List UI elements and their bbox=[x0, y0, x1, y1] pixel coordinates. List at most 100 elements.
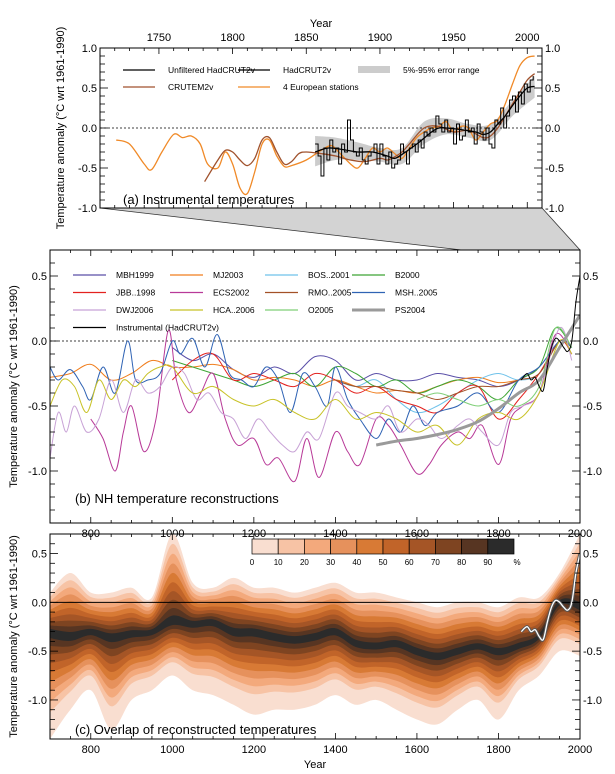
x-tick-label: 1900 bbox=[368, 32, 392, 44]
panel-b-reconstructions: 800100012001400160018002000-1.0-1.0-0.5-… bbox=[8, 249, 602, 540]
y-tick-label-right: -1.0 bbox=[583, 695, 602, 707]
panel-label: (a) Instrumental temperatures bbox=[123, 192, 295, 207]
panel-a-instrumental: 1750 1800 1850 1900 1950 2000 -1.0 -1.0 -0.5 -0.5… bbox=[55, 18, 564, 229]
legend-label: RMO..2005 bbox=[308, 288, 352, 298]
legend-label: CRUTEM2v bbox=[168, 82, 214, 92]
series-hadcrut2v bbox=[314, 85, 535, 160]
legend: Unfiltered HadCRUT2v HadCRUT2v 5%-95% erro… bbox=[123, 65, 480, 92]
y-tick-label-right: 0.5 bbox=[545, 83, 560, 95]
x-axis-title: Year bbox=[304, 759, 327, 771]
x-tick-label: 1000 bbox=[160, 744, 184, 756]
y-axis-title: Temperature anomaly (°C wrt 1961-1990) bbox=[55, 27, 67, 230]
y-tick-label-left: -0.5 bbox=[28, 401, 47, 413]
legend-label: DWJ2006 bbox=[116, 305, 154, 315]
x-tick-label: 1950 bbox=[441, 32, 465, 44]
y-tick-label-left: 0.0 bbox=[32, 336, 47, 348]
legend-label: 4 European stations bbox=[283, 82, 359, 92]
zoom-connector bbox=[100, 208, 580, 250]
series-hca-2006 bbox=[50, 339, 573, 446]
y-axis-title: Temperature anomaly (°C wrt 1961-1990) bbox=[8, 535, 20, 738]
x-tick-label: 2000 bbox=[515, 32, 539, 44]
legend-label: B2000 bbox=[395, 270, 420, 280]
y-tick-label-left: 0.5 bbox=[32, 549, 47, 561]
y-tick-label-left: 0.5 bbox=[32, 271, 47, 283]
series-ps2004 bbox=[375, 314, 580, 447]
colorbar-swatch bbox=[304, 538, 331, 555]
overlap-band-90pct bbox=[50, 598, 580, 661]
colorbar-swatch bbox=[435, 538, 462, 555]
y-tick-label-right: 0.5 bbox=[583, 271, 598, 283]
legend-label: MBH1999 bbox=[116, 270, 154, 280]
y-tick-label-right: 1.0 bbox=[545, 43, 560, 55]
error-band bbox=[315, 76, 535, 167]
legend-label: MJ2003 bbox=[213, 270, 244, 280]
y-axis-title: Temperature anomaly (°C wrt 1961-1990) bbox=[8, 285, 20, 488]
legend-label: O2005 bbox=[308, 305, 334, 315]
y-tick-label-left: 0.5 bbox=[82, 83, 97, 95]
x-tick-label: 1800 bbox=[220, 32, 244, 44]
colorbar-tick-label: 90 bbox=[483, 558, 492, 567]
colorbar-swatch bbox=[408, 538, 436, 555]
y-tick-label-right: -0.5 bbox=[583, 646, 602, 658]
x-tick-label: 1200 bbox=[242, 744, 266, 756]
legend-label: JBB..1998 bbox=[116, 288, 155, 298]
series-instrumental-hadcrut2v bbox=[520, 275, 580, 392]
legend: MBH1999 MJ2003 BOS..2001 B2000 JBB..1998 ECS2… bbox=[73, 270, 438, 333]
colorbar-tick-label: 20 bbox=[300, 558, 309, 567]
legend-label: BOS..2001 bbox=[308, 270, 350, 280]
y-tick-label-right: -0.5 bbox=[545, 163, 564, 175]
y-tick-label-right: -1.0 bbox=[583, 466, 602, 478]
legend-swatch bbox=[358, 66, 390, 73]
legend-label: Instrumental (HadCRUT2v) bbox=[116, 323, 219, 333]
colorbar-swatch bbox=[330, 538, 358, 555]
legend-label: MSH..2005 bbox=[395, 288, 438, 298]
y-tick-label-right: 0.0 bbox=[583, 336, 598, 348]
colorbar-tick-label: 60 bbox=[405, 558, 414, 567]
y-tick-label-left: -1.0 bbox=[28, 695, 47, 707]
legend-label: Unfiltered HadCRUT2v bbox=[168, 65, 256, 75]
colorbar-swatch bbox=[382, 538, 410, 555]
y-tick-label-left: 1.0 bbox=[82, 43, 97, 55]
x-tick-label: 1750 bbox=[147, 32, 171, 44]
series-unfiltered-hadcrut2v bbox=[315, 76, 534, 177]
colorbar-swatch bbox=[487, 538, 515, 555]
series-o2005 bbox=[416, 326, 573, 407]
colorbar-tick-label: 70 bbox=[431, 558, 440, 567]
colorbar-tick-label: 40 bbox=[352, 558, 361, 567]
legend-label: 5%-95% error range bbox=[403, 65, 480, 75]
y-tick-label-left: 0.0 bbox=[32, 597, 47, 609]
series-dwj2006 bbox=[50, 327, 573, 459]
colorbar-tick-label: 30 bbox=[326, 558, 335, 567]
colorbar-tick-label: 10 bbox=[274, 558, 283, 567]
colorbar: 0 10 20 30 40 50 60 70 80 90% bbox=[250, 538, 521, 567]
series-ecs2002 bbox=[90, 329, 573, 482]
x-tick-label: 1800 bbox=[486, 744, 510, 756]
colorbar-swatch bbox=[277, 538, 305, 555]
colorbar-tick-label: % bbox=[513, 558, 520, 567]
legend-label: HCA..2006 bbox=[213, 305, 255, 315]
y-tick-label-left: -1.0 bbox=[78, 203, 97, 215]
y-tick-label-left: -0.5 bbox=[78, 163, 97, 175]
series-instrumental-hadcrut2v bbox=[520, 553, 580, 641]
x-tick-label: 1850 bbox=[294, 32, 318, 44]
colorbar-tick-label: 80 bbox=[457, 558, 466, 567]
panel-label: (c) Overlap of reconstructed temperature… bbox=[75, 722, 317, 737]
x-tick-label: 800 bbox=[82, 744, 100, 756]
y-tick-label-right: 0.0 bbox=[545, 123, 560, 135]
colorbar-swatch bbox=[356, 538, 384, 555]
panel-label: (b) NH temperature reconstructions bbox=[75, 491, 279, 506]
legend-label: PS2004 bbox=[395, 305, 426, 315]
series-msh-2005 bbox=[50, 333, 573, 440]
y-tick-label-right: -1.0 bbox=[545, 203, 564, 215]
colorbar-swatch bbox=[251, 538, 279, 555]
x-tick-label: 2000 bbox=[568, 744, 592, 756]
y-tick-label-right: 0.5 bbox=[583, 549, 598, 561]
x-axis-title: Year bbox=[310, 18, 333, 30]
overlap-band-80pct bbox=[50, 594, 580, 666]
legend-label: ECS2002 bbox=[213, 288, 250, 298]
x-tick-label: 1400 bbox=[323, 744, 347, 756]
y-tick-label-right: -0.5 bbox=[583, 401, 602, 413]
zoom-connector-edge-left bbox=[99, 207, 462, 251]
colorbar-swatch bbox=[461, 538, 489, 555]
